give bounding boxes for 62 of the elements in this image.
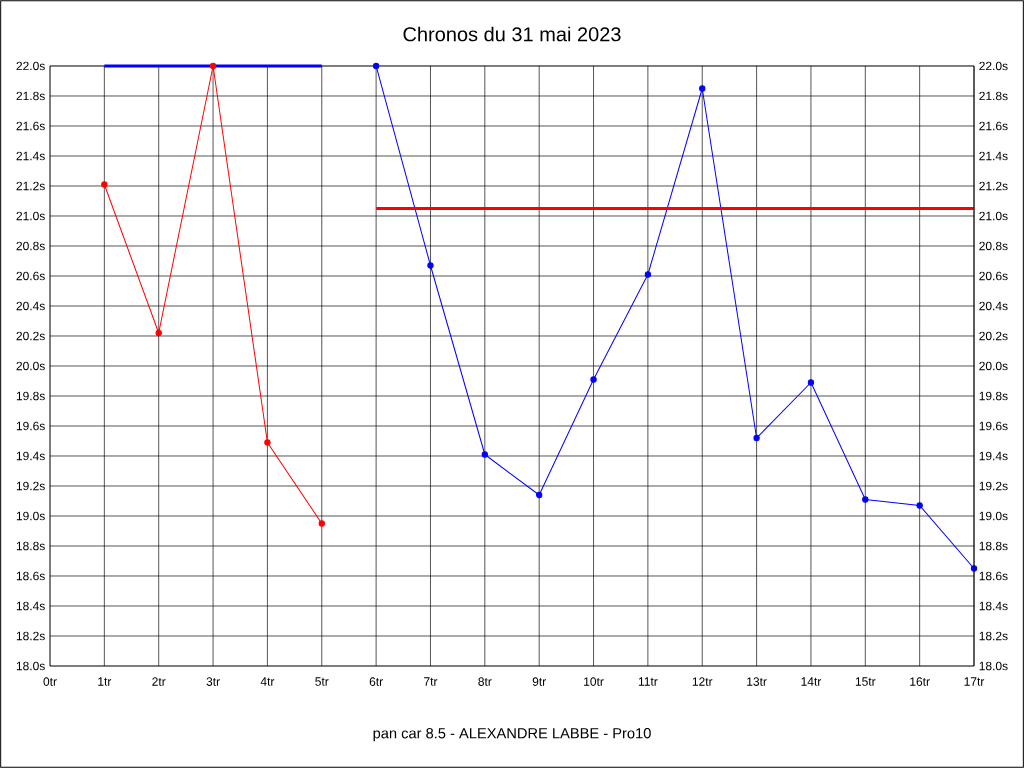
y2-tick-label: 21.0s <box>979 211 1008 221</box>
x-tick-label: 13tr <box>747 677 767 686</box>
y-tick-label: 20.4s <box>16 301 45 311</box>
y-tick-label: 21.0s <box>16 211 45 221</box>
y2-tick-label: 20.8s <box>979 241 1008 251</box>
y2-tick-label: 20.6s <box>979 271 1008 281</box>
y-tick-label: 20.2s <box>16 331 45 341</box>
y2-tick-label: 21.4s <box>979 151 1008 161</box>
y2-tick-label: 18.8s <box>979 541 1008 551</box>
x-tick-label: 11tr <box>638 677 658 686</box>
y-tick-label: 21.8s <box>16 91 45 101</box>
y-tick-label: 20.6s <box>16 271 45 281</box>
y2-tick-label: 20.0s <box>979 361 1008 371</box>
y2-tick-label: 18.6s <box>979 571 1008 581</box>
x-tick-label: 15tr <box>855 677 876 686</box>
y2-tick-label: 19.2s <box>979 481 1008 491</box>
y2-tick-label: 21.6s <box>979 121 1008 131</box>
y2-tick-label: 19.0s <box>979 511 1008 521</box>
y-tick-label: 18.6s <box>16 571 45 581</box>
x-tick-label: 2tr <box>152 677 166 686</box>
y-tick-label: 20.0s <box>16 361 45 371</box>
y2-tick-label: 22.0s <box>979 61 1008 71</box>
x-tick-label: 9tr <box>532 677 546 686</box>
y2-tick-label: 19.4s <box>979 451 1008 461</box>
x-tick-label: 16tr <box>910 677 930 686</box>
x-tick-label: 12tr <box>692 677 713 686</box>
y2-tick-label: 18.2s <box>979 631 1008 641</box>
y-tick-label: 20.8s <box>16 241 45 251</box>
x-tick-label: 3tr <box>206 677 220 686</box>
x-tick-label: 14tr <box>801 677 822 686</box>
x-tick-label: 4tr <box>260 677 275 686</box>
x-tick-label: 7tr <box>424 677 438 686</box>
x-tick-label: 6tr <box>369 677 383 686</box>
y-tick-label: 19.0s <box>16 511 45 521</box>
chart-title: Chronos du 31 mai 2023 <box>403 26 621 42</box>
x-tick-label: 0tr <box>43 677 57 686</box>
y-tick-label: 21.4s <box>16 151 45 161</box>
y-tick-label: 18.2s <box>16 631 45 641</box>
y2-tick-label: 19.8s <box>979 391 1008 401</box>
y-tick-label: 19.4s <box>16 451 45 461</box>
y2-tick-label: 21.8s <box>979 91 1008 101</box>
x-tick-label: 1tr <box>98 677 112 686</box>
y2-tick-label: 18.0s <box>979 661 1008 671</box>
y2-tick-label: 21.2s <box>979 181 1008 191</box>
y-tick-label: 21.2s <box>16 181 45 191</box>
y-tick-label: 21.6s <box>16 121 45 131</box>
x-tick-label: 5tr <box>315 677 329 686</box>
y2-tick-label: 20.4s <box>979 301 1008 311</box>
y-tick-label: 19.2s <box>16 481 45 491</box>
text: pan car 8.5 - ALEXANDRE LABBE - Pro10 <box>373 728 651 742</box>
y-tick-label: 18.8s <box>16 541 45 551</box>
y-tick-label: 19.6s <box>16 421 45 431</box>
y2-tick-label: 20.2s <box>979 331 1008 341</box>
y-tick-label: 22.0s <box>16 61 45 71</box>
y2-tick-label: 19.6s <box>979 421 1008 431</box>
x-tick-label: 10tr <box>584 677 604 686</box>
y-tick-label: 18.4s <box>16 601 45 611</box>
y2-tick-label: 18.4s <box>979 601 1008 611</box>
x-tick-label: 17tr <box>964 677 985 686</box>
y-tick-label: 19.8s <box>16 391 45 401</box>
x-tick-label: 8tr <box>478 677 492 686</box>
y-tick-label: 18.0s <box>16 661 45 671</box>
